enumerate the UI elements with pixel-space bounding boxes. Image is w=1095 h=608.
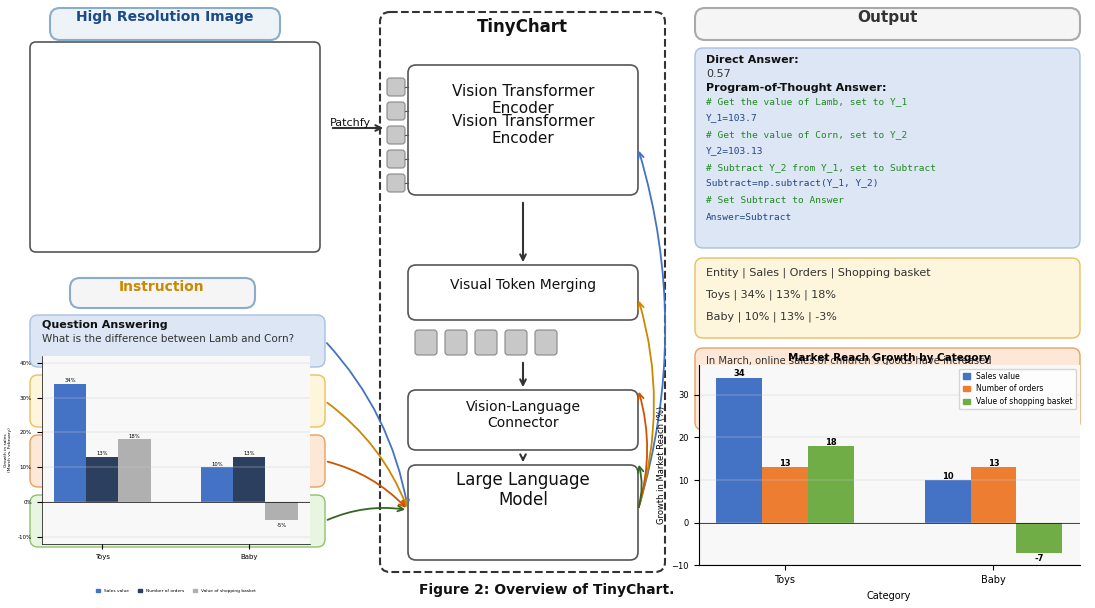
X-axis label: Category: Category (867, 591, 911, 601)
Text: Redraw this chart with matplotlib: Redraw this chart with matplotlib (42, 514, 216, 524)
Text: Output: Output (856, 10, 918, 25)
Text: compared to February. The most significant increase in: compared to February. The most significa… (706, 374, 981, 384)
Text: Entity | Sales | Orders | Shopping basket: Entity | Sales | Orders | Shopping baske… (706, 267, 931, 277)
Text: # Set Subtract to Answer: # Set Subtract to Answer (706, 196, 844, 205)
Bar (924, 480, 970, 523)
Text: 10: 10 (942, 472, 954, 481)
FancyBboxPatch shape (408, 465, 638, 560)
FancyBboxPatch shape (408, 65, 638, 195)
FancyBboxPatch shape (475, 330, 497, 355)
Text: 18%: 18% (129, 434, 140, 439)
Bar (1016, 523, 1062, 553)
FancyBboxPatch shape (30, 375, 325, 427)
Text: 34%: 34% (65, 378, 76, 383)
Y-axis label: Growth in Market Reach (%): Growth in Market Reach (%) (657, 406, 666, 524)
Text: Program-of-Thought Answer:: Program-of-Thought Answer: (706, 83, 887, 93)
Text: 34: 34 (733, 369, 745, 378)
Text: 18: 18 (825, 438, 837, 447)
Bar (54, 384, 87, 502)
Text: Baby | 10% | 13% | -3%: Baby | 10% | 13% | -3% (706, 311, 837, 322)
FancyBboxPatch shape (505, 330, 527, 355)
FancyBboxPatch shape (387, 150, 405, 168)
Text: Figure 2: Overview of TinyChart.: Figure 2: Overview of TinyChart. (419, 583, 675, 597)
Text: Direct Answer:: Direct Answer: (706, 55, 798, 65)
FancyBboxPatch shape (30, 315, 325, 367)
FancyBboxPatch shape (695, 258, 1080, 338)
Text: Patchfy: Patchfy (330, 118, 371, 128)
Legend: Sales value, Number of orders, Value of shopping basket: Sales value, Number of orders, Value of … (94, 587, 257, 595)
Text: What is the difference between Lamb and Corn?: What is the difference between Lamb and … (42, 334, 295, 344)
Legend: Sales value, Number of orders, Value of shopping basket: Sales value, Number of orders, Value of … (959, 368, 1076, 409)
FancyBboxPatch shape (387, 102, 405, 120)
Bar (233, 457, 265, 502)
FancyBboxPatch shape (70, 278, 255, 308)
Text: Generate underlying data table for the chart.: Generate underlying data table for the c… (42, 394, 278, 404)
Bar (118, 440, 151, 502)
Text: -7: -7 (1035, 554, 1044, 563)
Text: sales increased by 34 percent ...: sales increased by 34 percent ... (706, 410, 868, 420)
FancyBboxPatch shape (387, 78, 405, 96)
Text: High Resolution Image: High Resolution Image (77, 10, 254, 24)
Text: Chart Redrawing: Chart Redrawing (42, 500, 147, 510)
Text: # Get the value of Corn, set to Y_2: # Get the value of Corn, set to Y_2 (706, 130, 908, 139)
FancyBboxPatch shape (445, 330, 466, 355)
Text: Vision Transformer
Encoder: Vision Transformer Encoder (452, 114, 595, 146)
Text: Instruction: Instruction (119, 280, 205, 294)
Text: In March, online sales of children’s goods have increased: In March, online sales of children’s goo… (706, 356, 992, 366)
Text: Y_1=103.7: Y_1=103.7 (706, 114, 758, 122)
Y-axis label: Growth in sales
(March vs. February): Growth in sales (March vs. February) (3, 427, 12, 472)
FancyBboxPatch shape (30, 42, 320, 252)
Bar (87, 457, 118, 502)
Text: TinyChart: TinyChart (476, 18, 567, 36)
Bar (716, 378, 762, 523)
FancyBboxPatch shape (535, 330, 557, 355)
Text: Write a summary for the chart.: Write a summary for the chart. (42, 454, 204, 464)
FancyBboxPatch shape (695, 48, 1080, 248)
FancyBboxPatch shape (408, 390, 638, 450)
Text: -5%: -5% (276, 523, 287, 528)
Title: Market Reach Growth by Category: Market Reach Growth by Category (788, 353, 990, 362)
Bar (200, 468, 233, 502)
FancyBboxPatch shape (695, 8, 1080, 40)
FancyBboxPatch shape (30, 495, 325, 547)
Bar (808, 446, 854, 523)
Bar (970, 468, 1016, 523)
Text: Vision-Language
Connector: Vision-Language Connector (465, 400, 580, 430)
FancyBboxPatch shape (50, 8, 280, 40)
Text: Chart-to-Text: Chart-to-Text (42, 440, 123, 450)
Text: 13: 13 (779, 459, 791, 468)
Text: Question Answering: Question Answering (42, 320, 168, 330)
FancyBboxPatch shape (387, 174, 405, 192)
Text: # Get the value of Lamb, set to Y_1: # Get the value of Lamb, set to Y_1 (706, 97, 908, 106)
FancyBboxPatch shape (408, 265, 638, 320)
Text: Y_2=103.13: Y_2=103.13 (706, 147, 763, 156)
Text: 13%: 13% (243, 451, 255, 456)
Bar (762, 468, 808, 523)
Bar (265, 502, 298, 520)
FancyBboxPatch shape (387, 126, 405, 144)
Text: Vision Transformer
Encoder: Vision Transformer Encoder (452, 84, 595, 116)
Text: 13%: 13% (96, 451, 108, 456)
Text: 13: 13 (988, 459, 1000, 468)
Text: 10%: 10% (211, 461, 222, 466)
Text: Visual Token Merging: Visual Token Merging (450, 278, 596, 292)
Text: Toys | 34% | 13% | 18%: Toys | 34% | 13% | 18% (706, 289, 835, 300)
Text: 0.57: 0.57 (706, 69, 730, 79)
FancyBboxPatch shape (695, 348, 1080, 430)
Text: # Subtract Y_2 from Y_1, set to Subtract: # Subtract Y_2 from Y_1, set to Subtract (706, 163, 936, 172)
Text: Chart-to-Table: Chart-to-Table (42, 380, 129, 390)
Text: Answer=Subtract: Answer=Subtract (706, 213, 793, 221)
Text: Subtract=np.subtract(Y_1, Y_2): Subtract=np.subtract(Y_1, Y_2) (706, 179, 878, 188)
FancyBboxPatch shape (30, 435, 325, 487)
Text: Large Language
Model: Large Language Model (457, 471, 590, 510)
FancyBboxPatch shape (380, 12, 665, 572)
FancyBboxPatch shape (415, 330, 437, 355)
Text: sales occurred in the category of toy for which online: sales occurred in the category of toy fo… (706, 392, 972, 402)
